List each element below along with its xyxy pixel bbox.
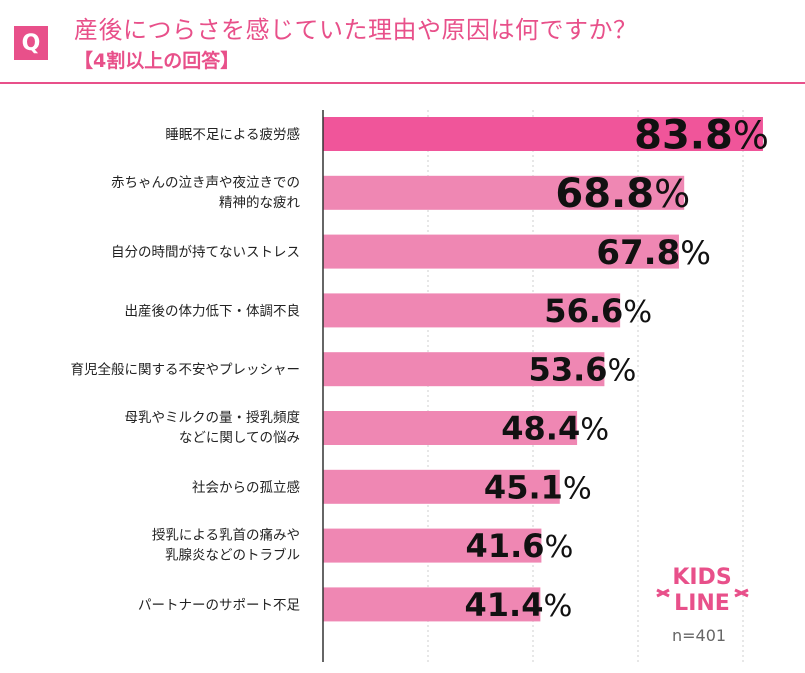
category-label: 睡眠不足による疲労感 <box>165 126 300 143</box>
header-divider <box>0 82 805 84</box>
category-label: 母乳やミルクの量・授乳頻度 <box>125 410 301 426</box>
bar-7 <box>323 469 560 504</box>
category-label: 精神的な疲れ <box>219 194 300 211</box>
q-badge: Q <box>14 26 48 60</box>
category-label: 社会からの孤立感 <box>192 479 300 496</box>
value-label: 68.8% <box>555 171 690 217</box>
value-label: 48.4% <box>501 410 609 448</box>
bar-6 <box>323 411 578 445</box>
category-label: パートナーのサポート不足 <box>138 597 300 613</box>
bar-9 <box>323 587 541 622</box>
logo-line-2: LINE <box>674 591 730 616</box>
value-label: 41.6% <box>466 527 574 565</box>
bar-4 <box>323 293 621 328</box>
value-label: 56.6% <box>544 292 652 330</box>
value-label: 41.4% <box>465 586 573 624</box>
category-label: 育児全般に関する不安やプレッシャー <box>71 361 301 378</box>
kids-line-logo: KIDS LINE <box>656 565 749 616</box>
category-label: 自分の時間が持てないストレス <box>111 245 300 261</box>
category-label: 乳腺炎などのトラブル <box>165 547 300 564</box>
bar-1 <box>323 117 763 151</box>
value-label: 53.6% <box>529 351 637 389</box>
category-label: 赤ちゃんの泣き声や夜泣きでの <box>111 175 300 191</box>
category-label: 授乳による乳首の痛みや <box>152 527 300 544</box>
bar-2 <box>323 175 685 210</box>
logo-line-1: KIDS <box>672 565 731 590</box>
chart-title: 産後につらさを感じていた理由や原因は何ですか？ <box>74 16 638 44</box>
bar-3 <box>323 234 679 269</box>
category-label: 出産後の体力低下・体調不良 <box>125 303 301 319</box>
category-label: などに関しての悩み <box>179 430 300 446</box>
chart-subtitle: 【4割以上の回答】 <box>74 50 240 72</box>
bar-8 <box>323 528 542 563</box>
value-label: 67.8% <box>596 233 711 273</box>
value-label: 45.1% <box>484 468 592 506</box>
bar-5 <box>323 352 605 387</box>
value-label: 83.8% <box>634 112 769 158</box>
sample-size: n=401 <box>672 626 727 645</box>
